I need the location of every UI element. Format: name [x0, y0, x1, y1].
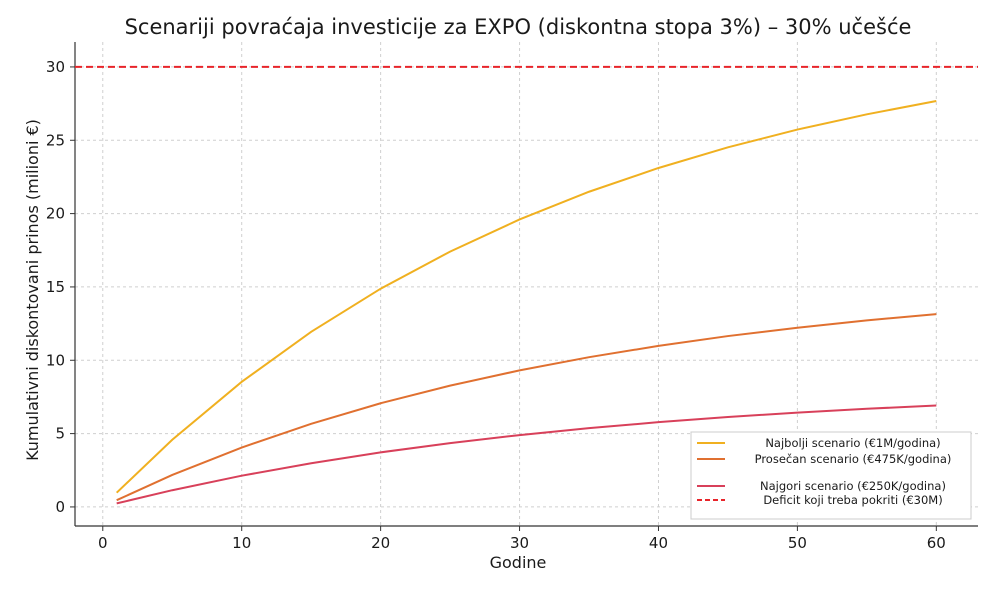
y-tick-label: 5 — [55, 425, 65, 443]
x-axis-label: Godine — [490, 553, 547, 572]
x-tick-label: 10 — [232, 534, 251, 552]
x-tick-label: 60 — [927, 534, 946, 552]
y-axis-label: Kumulativni diskontovani prinos (milioni… — [23, 119, 42, 461]
x-tick-label: 30 — [510, 534, 529, 552]
series-line-2 — [116, 313, 937, 502]
x-tick-label: 20 — [371, 534, 390, 552]
legend: Najbolji scenario (€1M/godina) Prosečan s… — [690, 431, 972, 520]
legend-label: Najgori scenario (€250K/godina) — [760, 479, 946, 493]
x-tick-label: 50 — [788, 534, 807, 552]
axes: 0 10 20 30 40 50 60 0 5 10 15 20 25 30 — [46, 42, 978, 552]
legend-box — [690, 431, 972, 520]
chart-title: Scenariji povraćaja investicije za EXPO … — [125, 15, 912, 39]
series-lines — [75, 65, 978, 505]
y-tick-label: 25 — [46, 131, 65, 149]
series-line-3 — [116, 404, 937, 505]
x-tick-label: 40 — [649, 534, 668, 552]
y-tick-label: 20 — [46, 205, 65, 223]
y-tick-label: 15 — [46, 278, 65, 296]
x-tick-label: 0 — [98, 534, 108, 552]
y-tick-label: 30 — [46, 58, 65, 76]
legend-label: Deficit koji treba pokriti (€30M) — [763, 493, 942, 507]
series-line-1 — [115, 99, 937, 494]
y-tick-label: 10 — [46, 351, 65, 369]
legend-label: Prosečan scenario (€475K/godina) — [755, 452, 952, 466]
y-tick-label: 0 — [55, 498, 65, 516]
legend-label: Najbolji scenario (€1M/godina) — [765, 436, 940, 450]
